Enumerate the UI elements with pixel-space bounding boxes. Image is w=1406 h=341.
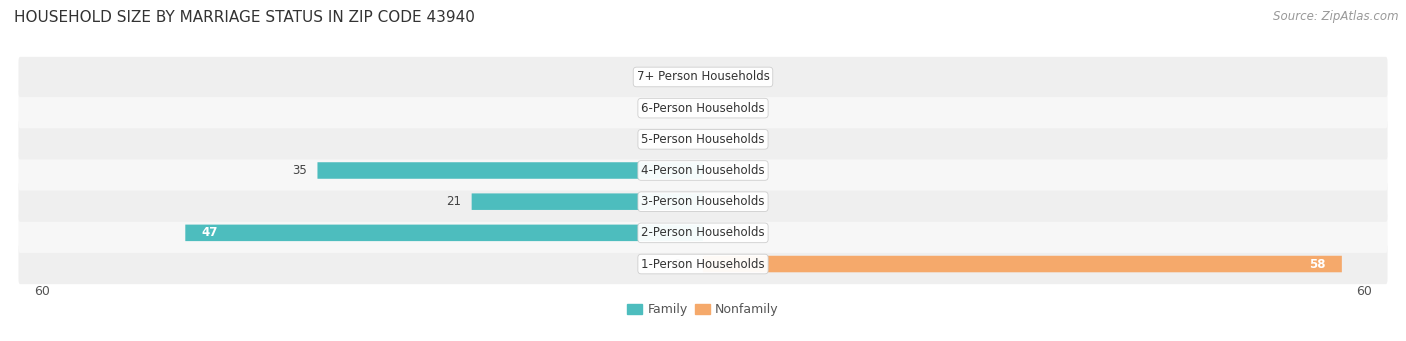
FancyBboxPatch shape — [18, 181, 1388, 222]
Text: 58: 58 — [1309, 257, 1326, 270]
Text: 7+ Person Households: 7+ Person Households — [637, 71, 769, 84]
Text: 0: 0 — [725, 133, 733, 146]
FancyBboxPatch shape — [703, 256, 1341, 272]
Text: 0: 0 — [725, 71, 733, 84]
FancyBboxPatch shape — [18, 88, 1388, 128]
Text: 0: 0 — [725, 164, 733, 177]
Text: 0: 0 — [673, 257, 681, 270]
Text: 0: 0 — [725, 226, 733, 239]
FancyBboxPatch shape — [186, 225, 703, 241]
Text: 47: 47 — [202, 226, 218, 239]
Text: 1-Person Households: 1-Person Households — [641, 257, 765, 270]
Text: 0: 0 — [725, 102, 733, 115]
Text: Source: ZipAtlas.com: Source: ZipAtlas.com — [1274, 10, 1399, 23]
Text: 0: 0 — [725, 195, 733, 208]
FancyBboxPatch shape — [18, 57, 1388, 97]
FancyBboxPatch shape — [471, 193, 703, 210]
Text: 35: 35 — [292, 164, 307, 177]
Text: 4-Person Households: 4-Person Households — [641, 164, 765, 177]
Text: 0: 0 — [673, 133, 681, 146]
FancyBboxPatch shape — [318, 162, 703, 179]
FancyBboxPatch shape — [18, 213, 1388, 253]
Text: 0: 0 — [673, 71, 681, 84]
Legend: Family, Nonfamily: Family, Nonfamily — [623, 298, 783, 321]
FancyBboxPatch shape — [18, 119, 1388, 160]
Text: 2-Person Households: 2-Person Households — [641, 226, 765, 239]
Text: 3-Person Households: 3-Person Households — [641, 195, 765, 208]
FancyBboxPatch shape — [18, 150, 1388, 191]
Text: 5-Person Households: 5-Person Households — [641, 133, 765, 146]
Text: 0: 0 — [673, 102, 681, 115]
Text: 6-Person Households: 6-Person Households — [641, 102, 765, 115]
FancyBboxPatch shape — [18, 244, 1388, 284]
Text: HOUSEHOLD SIZE BY MARRIAGE STATUS IN ZIP CODE 43940: HOUSEHOLD SIZE BY MARRIAGE STATUS IN ZIP… — [14, 10, 475, 25]
Text: 21: 21 — [446, 195, 461, 208]
